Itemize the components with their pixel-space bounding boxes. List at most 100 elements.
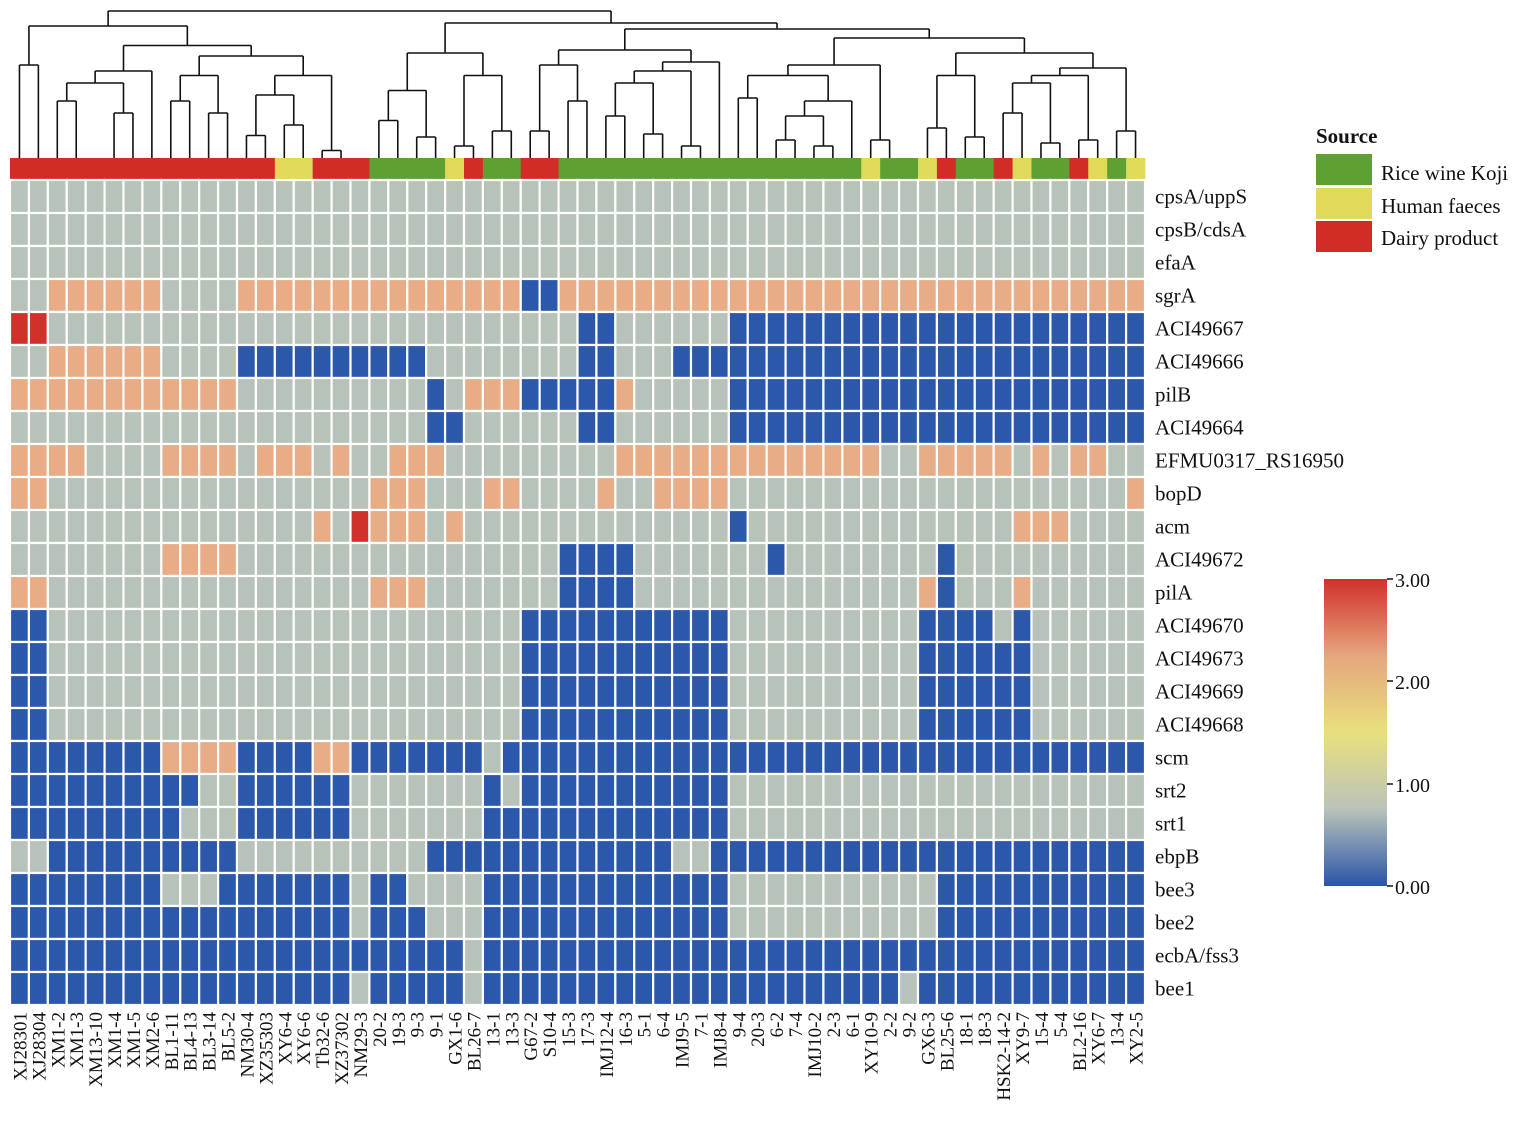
heatmap-cell [330, 310, 352, 347]
heatmap-cell [481, 706, 503, 743]
heatmap-cell [443, 574, 466, 611]
heatmap-cell [576, 277, 598, 314]
heatmap-cell [727, 508, 749, 545]
heatmap-cell [8, 904, 31, 941]
heatmap-cell [292, 706, 314, 743]
heatmap-cell [765, 937, 787, 974]
heatmap-cell [841, 541, 863, 578]
heatmap-cell [633, 409, 655, 446]
heatmap-cell [727, 607, 749, 644]
heatmap-cell [614, 178, 636, 215]
heatmap-cell [614, 508, 636, 545]
heatmap-cell [198, 640, 220, 677]
heatmap-cell [557, 178, 579, 215]
heatmap-cell [122, 805, 144, 842]
legend-label-human-faeces: Human faeces [1381, 194, 1501, 218]
source-cell [331, 158, 351, 180]
heatmap-cell [198, 409, 220, 446]
column-label: 19-3 [389, 1012, 410, 1047]
heatmap-cell [462, 508, 485, 545]
column-label: 20-3 [748, 1012, 769, 1047]
heatmap-cell [311, 838, 333, 875]
heatmap-cell [784, 739, 806, 776]
heatmap-cell [1068, 442, 1090, 479]
heatmap-cell [8, 739, 31, 776]
heatmap-cell [216, 706, 239, 743]
heatmap-cell [652, 673, 674, 710]
heatmap-cell [689, 706, 712, 743]
heatmap-cell [84, 376, 106, 413]
heatmap-cell [1011, 772, 1033, 809]
heatmap-cell [103, 937, 125, 974]
source-cell [388, 158, 408, 180]
heatmap-cell [46, 772, 68, 809]
heatmap-cell [1068, 607, 1090, 644]
heatmap-cell [746, 376, 768, 413]
column-label: XM1-5 [124, 1012, 145, 1068]
heatmap-cell [803, 904, 825, 941]
heatmap-cell [860, 409, 882, 446]
heatmap-cell [765, 640, 787, 677]
heatmap-cell [746, 343, 768, 380]
heatmap-cell [141, 772, 163, 809]
heatmap-cell [1011, 640, 1033, 677]
column-label: 2-2 [881, 1012, 902, 1037]
heatmap-cell [216, 970, 239, 1007]
heatmap-cell [406, 442, 428, 479]
heatmap-cell [897, 343, 920, 380]
heatmap-cell [633, 937, 655, 974]
heatmap-cell [538, 706, 560, 743]
heatmap-cell [897, 541, 920, 578]
column-labels: XJ28301XJ28304XM1-2XM1-3XM13-10XM1-4XM1-… [10, 1012, 1147, 1101]
heatmap-cell [784, 508, 806, 545]
heatmap-cell [935, 244, 957, 281]
heatmap-cell [292, 442, 314, 479]
heatmap-cell [689, 211, 712, 248]
heatmap-cell [652, 508, 674, 545]
heatmap-cell [1049, 409, 1071, 446]
heatmap-cell [500, 574, 522, 611]
heatmap-cell [708, 904, 730, 941]
heatmap-cell [1106, 211, 1128, 248]
heatmap-cell [954, 739, 976, 776]
heatmap-cell [254, 409, 276, 446]
heatmap-cell [198, 739, 220, 776]
heatmap-cell [1011, 739, 1033, 776]
heatmap-cell [557, 739, 579, 776]
heatmap-cell [538, 442, 560, 479]
heatmap-cell [1068, 970, 1090, 1007]
heatmap-cell [614, 244, 636, 281]
heatmap-cell [538, 409, 560, 446]
heatmap-cell [198, 244, 220, 281]
heatmap-cell [481, 376, 503, 413]
heatmap-cell [179, 739, 201, 776]
heatmap-cell [1124, 343, 1147, 380]
heatmap-cell [481, 475, 503, 512]
source-cell [66, 158, 87, 180]
heatmap-cell [860, 541, 882, 578]
heatmap-cell [84, 211, 106, 248]
heatmap-cell [595, 706, 617, 743]
column-label: 18-1 [956, 1012, 977, 1047]
heatmap-cell [65, 805, 87, 842]
heatmap-cell [84, 904, 106, 941]
heatmap-cell [500, 277, 522, 314]
heatmap-cell [27, 574, 49, 611]
heatmap-cell [670, 211, 693, 248]
heatmap-cell [633, 574, 655, 611]
heatmap-cell [708, 277, 730, 314]
heatmap-cell [973, 970, 995, 1007]
heatmap-cell [689, 376, 712, 413]
heatmap-cell [349, 871, 371, 908]
column-label: 6-4 [654, 1012, 675, 1038]
heatmap-cell [254, 871, 276, 908]
scale-label-min: 0.00 [1395, 877, 1430, 899]
heatmap-cell [841, 772, 863, 809]
heatmap-cell [122, 673, 144, 710]
heatmap-cell [670, 673, 693, 710]
heatmap-cell [519, 772, 541, 809]
heatmap-cell [254, 607, 276, 644]
heatmap-cell [462, 805, 485, 842]
heatmap-cell [633, 376, 655, 413]
heatmap-cell [46, 706, 68, 743]
